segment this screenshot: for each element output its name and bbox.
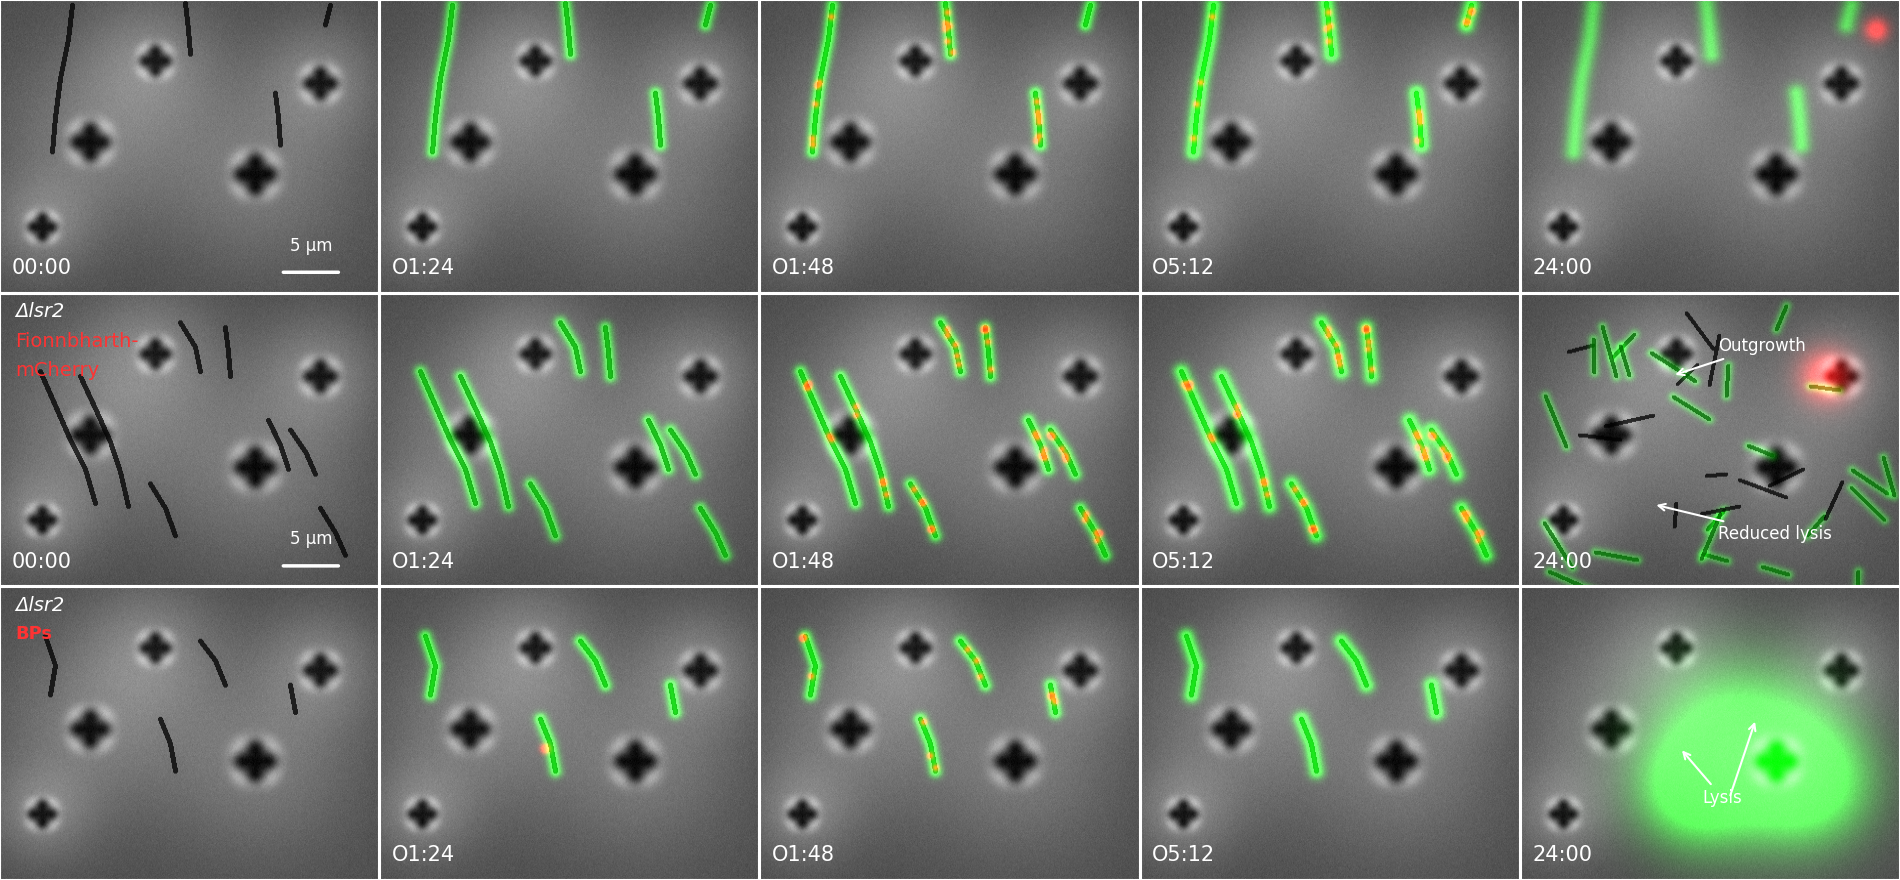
Text: O5:12: O5:12: [1151, 258, 1216, 278]
Text: 24:00: 24:00: [1531, 258, 1592, 278]
Text: Δlsr2: Δlsr2: [15, 303, 65, 321]
Text: 24:00: 24:00: [1531, 846, 1592, 865]
Text: O5:12: O5:12: [1151, 846, 1216, 865]
Text: O5:12: O5:12: [1151, 552, 1216, 572]
Text: Lysis: Lysis: [1683, 752, 1742, 807]
Text: O1:24: O1:24: [391, 552, 454, 572]
Text: Fionnbharth-: Fionnbharth-: [15, 332, 139, 351]
Text: O1:24: O1:24: [391, 258, 454, 278]
Text: 5 μm: 5 μm: [289, 531, 332, 548]
Text: Δlsr2: Δlsr2: [15, 596, 65, 615]
Text: 5 μm: 5 μm: [289, 237, 332, 254]
Text: BPs: BPs: [15, 626, 51, 643]
Text: O1:24: O1:24: [391, 846, 454, 865]
Text: Reduced lysis: Reduced lysis: [1659, 504, 1832, 543]
Text: O1:48: O1:48: [771, 258, 834, 278]
Text: 00:00: 00:00: [11, 258, 72, 278]
Text: mCherry: mCherry: [15, 361, 99, 380]
Text: O1:48: O1:48: [771, 552, 834, 572]
Text: O1:48: O1:48: [771, 846, 834, 865]
Text: 00:00: 00:00: [11, 552, 72, 572]
Text: Outgrowth: Outgrowth: [1678, 337, 1805, 375]
Text: 24:00: 24:00: [1531, 552, 1592, 572]
